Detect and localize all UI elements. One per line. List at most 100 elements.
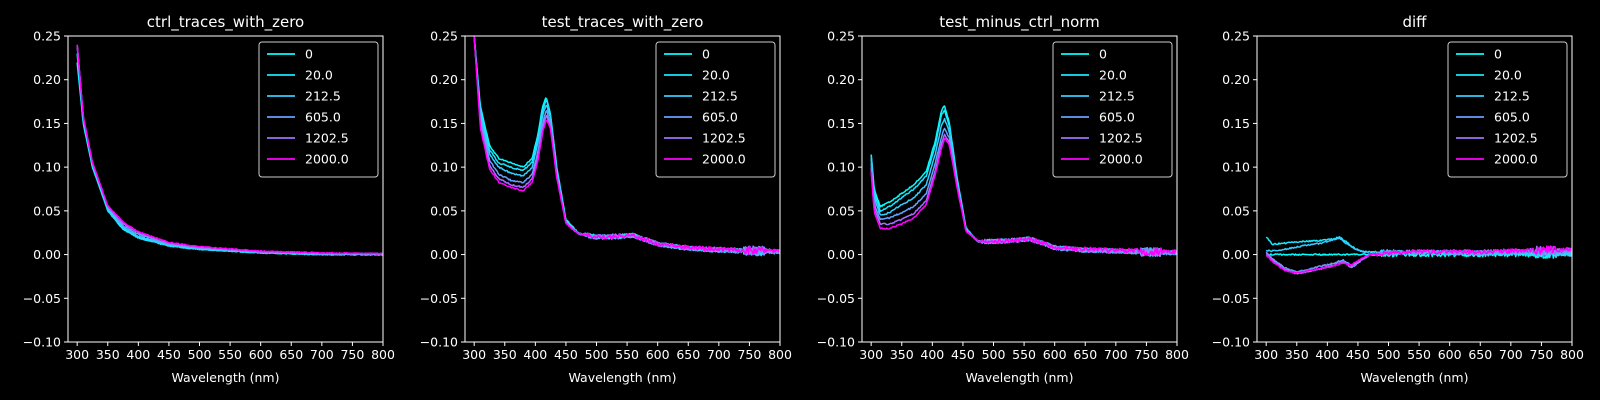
y-tick-label: 0.20 [827, 72, 855, 87]
legend-entry: 605.0 [1494, 110, 1530, 125]
panel-title: diff [1402, 13, 1427, 31]
x-tick-label: 600 [646, 347, 670, 362]
panel-3: diff 300 350 400 450 500 550 600 650 700 750 800 −0.… [1212, 13, 1584, 385]
y-tick-label: 0.05 [1222, 203, 1250, 218]
x-tick-label: 700 [310, 347, 334, 362]
y-tick-label: 0.10 [1222, 160, 1250, 175]
y-tick-label: 0.00 [430, 247, 458, 262]
x-tick-label: 300 [462, 347, 486, 362]
legend-entry: 2000.0 [305, 152, 349, 167]
panel-2: test_minus_ctrl_norm 300 350 400 450 500 550 60… [817, 13, 1189, 385]
series-line-5 [473, 36, 780, 256]
legend-entry: 20.0 [1099, 68, 1127, 83]
y-tick-label: −0.05 [420, 291, 458, 306]
series-line-5 [870, 137, 1177, 256]
legend-entry: 212.5 [1494, 89, 1530, 104]
x-tick-label: 550 [218, 347, 242, 362]
legend-entry: 212.5 [1099, 89, 1135, 104]
legend-entry: 2000.0 [1099, 152, 1143, 167]
x-tick-label: 450 [951, 347, 975, 362]
x-tick-label: 300 [859, 347, 883, 362]
x-tick-label: 650 [1468, 347, 1492, 362]
x-tick-label: 650 [279, 347, 303, 362]
y-tick-label: 0.10 [33, 160, 61, 175]
panel-title: test_traces_with_zero [542, 13, 704, 32]
x-tick-label: 600 [249, 347, 273, 362]
y-tick-label: 0.20 [430, 72, 458, 87]
x-tick-label: 450 [554, 347, 578, 362]
series-line-5 [76, 44, 383, 255]
legend: 0 20.0 212.5 605.0 1202.5 2000.0 [1052, 41, 1173, 178]
x-tick-label: 700 [1104, 347, 1128, 362]
x-axis-label: Wavelength (nm) [172, 370, 280, 385]
x-tick-label: 650 [1073, 347, 1097, 362]
legend: 0 20.0 212.5 605.0 1202.5 2000.0 [1447, 41, 1568, 178]
x-tick-label: 350 [96, 347, 120, 362]
panel-title: ctrl_traces_with_zero [147, 13, 304, 32]
y-tick-label: 0.15 [827, 116, 855, 131]
x-tick-label: 750 [1529, 347, 1553, 362]
x-tick-label: 400 [1315, 347, 1339, 362]
y-tick-label: −0.05 [817, 291, 855, 306]
x-tick-label: 750 [340, 347, 364, 362]
legend-entry: 0 [1099, 47, 1107, 62]
y-tick-label: −0.05 [1212, 291, 1250, 306]
legend-entry: 2000.0 [1494, 152, 1538, 167]
y-tick-label: 0.15 [33, 116, 61, 131]
x-tick-label: 600 [1043, 347, 1067, 362]
series-line-1 [76, 53, 383, 256]
x-axis-label: Wavelength (nm) [1361, 370, 1469, 385]
y-tick-label: 0.05 [827, 203, 855, 218]
x-tick-label: 750 [737, 347, 761, 362]
x-tick-label: 400 [523, 347, 547, 362]
x-tick-label: 450 [157, 347, 181, 362]
x-tick-label: 600 [1438, 347, 1462, 362]
y-tick-label: 0.25 [430, 29, 458, 44]
legend-entry: 0 [305, 47, 313, 62]
y-tick-label: −0.10 [817, 335, 855, 350]
x-tick-label: 800 [1560, 347, 1584, 362]
series-lines [870, 105, 1177, 258]
y-tick-label: 0.10 [827, 160, 855, 175]
y-tick-label: −0.10 [420, 335, 458, 350]
y-tick-label: −0.10 [23, 335, 61, 350]
legend-entry: 20.0 [305, 68, 333, 83]
x-tick-label: 500 [188, 347, 212, 362]
x-axis-label: Wavelength (nm) [569, 370, 677, 385]
x-tick-label: 350 [1285, 347, 1309, 362]
legend-entry: 1202.5 [1099, 131, 1143, 146]
legend-entry: 1202.5 [1494, 131, 1538, 146]
series-line-5 [1265, 245, 1572, 274]
x-axis-label: Wavelength (nm) [966, 370, 1074, 385]
x-tick-label: 550 [1012, 347, 1036, 362]
legend-entry: 1202.5 [702, 131, 746, 146]
legend: 0 20.0 212.5 605.0 1202.5 2000.0 [258, 41, 379, 178]
legend-entry: 0 [702, 47, 710, 62]
x-tick-label: 400 [920, 347, 944, 362]
x-tick-label: 300 [1254, 347, 1278, 362]
axes-frame [861, 35, 1178, 343]
x-tick-label: 700 [707, 347, 731, 362]
y-tick-label: 0.10 [430, 160, 458, 175]
y-tick-label: −0.10 [1212, 335, 1250, 350]
axes-frame [67, 35, 384, 343]
legend-entry: 212.5 [702, 89, 738, 104]
x-tick-label: 550 [1407, 347, 1431, 362]
y-tick-label: 0.25 [827, 29, 855, 44]
x-tick-label: 650 [676, 347, 700, 362]
y-tick-label: 0.15 [430, 116, 458, 131]
y-tick-label: −0.05 [23, 291, 61, 306]
x-tick-label: 500 [982, 347, 1006, 362]
panel-1: test_traces_with_zero 300 350 400 450 500 550 6… [420, 13, 792, 385]
x-tick-label: 800 [1165, 347, 1189, 362]
y-tick-label: 0.15 [1222, 116, 1250, 131]
x-tick-label: 350 [493, 347, 517, 362]
x-tick-label: 400 [126, 347, 150, 362]
x-tick-label: 500 [585, 347, 609, 362]
axes-frame [1256, 35, 1573, 343]
x-tick-label: 550 [615, 347, 639, 362]
legend-entry: 2000.0 [702, 152, 746, 167]
x-tick-label: 800 [371, 347, 395, 362]
legend-entry: 0 [1494, 47, 1502, 62]
